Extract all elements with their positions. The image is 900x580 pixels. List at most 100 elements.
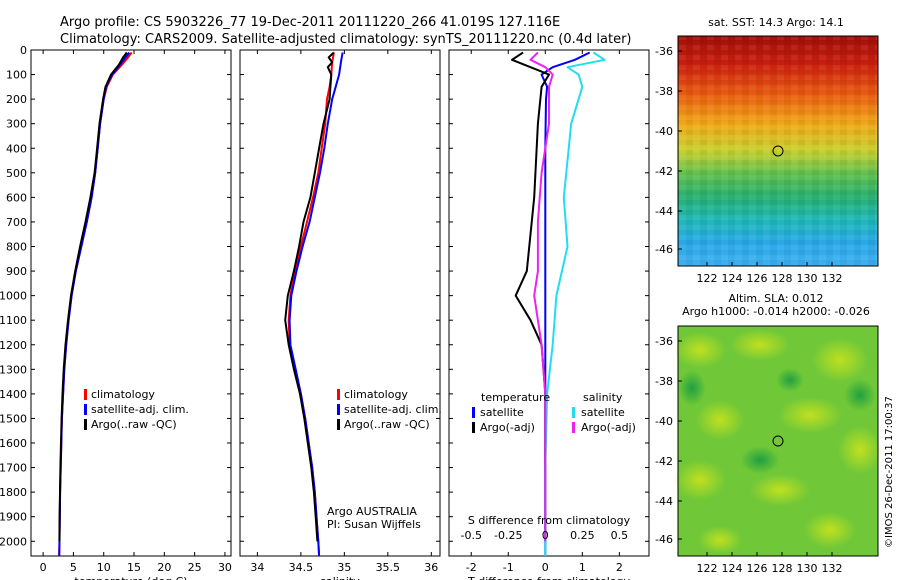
map-y-tick-label: -46 bbox=[655, 533, 673, 546]
y-tick-label: 800 bbox=[6, 241, 27, 254]
y-tick-label: 1200 bbox=[0, 339, 27, 352]
argo-annotation: PI: Susan Wijffels bbox=[327, 518, 421, 531]
map-y-tick-label: -40 bbox=[655, 415, 673, 428]
x-axis-label: temperature (deg C) bbox=[74, 575, 187, 580]
y-tick-label: 400 bbox=[6, 142, 27, 155]
plot-frame bbox=[30, 49, 232, 557]
sst-argo-marker bbox=[772, 145, 784, 157]
y-tick-label: 500 bbox=[6, 167, 27, 180]
y-tick-label: 700 bbox=[6, 216, 27, 229]
map-y-tick-label: -36 bbox=[655, 45, 673, 58]
y-tick-label: 1600 bbox=[0, 437, 27, 450]
map-x-tick-label: 126 bbox=[747, 562, 768, 575]
x-tick-top-label: -0.5 bbox=[460, 529, 481, 542]
map-y-tick-label: -42 bbox=[655, 165, 673, 178]
x-tick-label: 2 bbox=[616, 561, 623, 574]
sst-map-frame bbox=[677, 35, 879, 267]
map-x-tick-label: 124 bbox=[722, 562, 743, 575]
x-tick-label: 34.5 bbox=[289, 561, 314, 574]
header-line1: Argo profile: CS 5903226_77 19-Dec-2011 … bbox=[60, 15, 560, 30]
plot-frame bbox=[239, 49, 441, 557]
x-axis-label: salinity bbox=[320, 575, 360, 580]
sst-map-panel: sat. SST: 14.3 Argo: 14.1 122 124 126 128 13… bbox=[655, 16, 879, 285]
x-axis-label-top: S difference from climatology bbox=[468, 514, 631, 527]
plot-frame bbox=[448, 49, 650, 557]
map-y-tick-label: -36 bbox=[655, 335, 673, 348]
map-x-tick-label: 128 bbox=[772, 562, 793, 575]
legend-swatch bbox=[337, 389, 340, 400]
salinity-panel: 34 34.5 35 35.5 36 salinity climatology satelli… bbox=[239, 49, 442, 580]
series-line-s-satellite bbox=[544, 51, 606, 556]
series-line-argo-raw-qc- bbox=[284, 51, 335, 542]
header-line2: Climatology: CARS2009. Satellite-adjuste… bbox=[60, 32, 632, 47]
x-tick-label: 25 bbox=[188, 561, 202, 574]
x-tick-label: 0 bbox=[542, 561, 549, 574]
y-tick-label: 0 bbox=[20, 44, 27, 57]
map-x-tick-label: 122 bbox=[697, 272, 718, 285]
sst-map-title: sat. SST: 14.3 Argo: 14.1 bbox=[708, 16, 844, 29]
x-tick-label: 35 bbox=[337, 561, 351, 574]
x-tick-label: 20 bbox=[157, 561, 171, 574]
y-tick-label: 1400 bbox=[0, 388, 27, 401]
legend-swatch bbox=[572, 407, 575, 418]
difference-panel: -2 -1 0 1 2T difference from climatology -0.5… bbox=[448, 49, 650, 580]
x-axis-label: T difference from climatology bbox=[467, 575, 630, 580]
map-x-tick-label: 130 bbox=[797, 562, 818, 575]
legend-label: satellite-adj. clim. bbox=[91, 403, 189, 416]
y-tick-label: 100 bbox=[6, 69, 27, 82]
temperature-panel: 0 5 10 15 20 25 300100200300400500600700800900… bbox=[0, 44, 232, 580]
y-tick-label: 1300 bbox=[0, 363, 27, 376]
sla-map-frame bbox=[677, 325, 879, 557]
map-x-tick-label: 124 bbox=[722, 272, 743, 285]
y-tick-label: 1800 bbox=[0, 486, 27, 499]
legend-label: Argo(..raw -QC) bbox=[344, 418, 430, 431]
legend-label: climatology bbox=[344, 388, 408, 401]
y-tick-label: 1000 bbox=[0, 290, 27, 303]
map-y-tick-label: -40 bbox=[655, 125, 673, 138]
map-x-tick-label: 132 bbox=[822, 562, 843, 575]
map-y-tick-label: -44 bbox=[655, 205, 673, 218]
y-tick-label: 900 bbox=[6, 265, 27, 278]
legend-label: Argo(..raw -QC) bbox=[91, 418, 177, 431]
legend-label: satellite bbox=[581, 406, 625, 419]
x-tick-top-label: -0.25 bbox=[494, 529, 522, 542]
x-tick-label: 15 bbox=[127, 561, 141, 574]
y-tick-label: 600 bbox=[6, 191, 27, 204]
x-tick-top-label: 0.5 bbox=[611, 529, 629, 542]
y-tick-label: 2000 bbox=[0, 535, 27, 548]
y-tick-label: 1700 bbox=[0, 462, 27, 475]
sla-map-blobs bbox=[674, 329, 882, 554]
x-tick-label: 1 bbox=[579, 561, 586, 574]
y-tick-label: 1500 bbox=[0, 412, 27, 425]
legend-label: Argo(-adj) bbox=[581, 421, 636, 434]
series-line-argo-raw-qc- bbox=[58, 51, 128, 542]
legend-label: satellite bbox=[480, 406, 524, 419]
map-x-tick-label: 122 bbox=[697, 562, 718, 575]
legend-label: satellite-adj. clim. bbox=[344, 403, 442, 416]
sla-map-panel: Altim. SLA: 0.012 Argo h1000: -0.014 h20… bbox=[655, 292, 882, 575]
x-tick-label: 10 bbox=[97, 561, 111, 574]
x-tick-label: 5 bbox=[70, 561, 77, 574]
map-y-tick-label: -42 bbox=[655, 455, 673, 468]
sla-argo-marker bbox=[772, 435, 784, 447]
x-tick-top-label: 0 bbox=[542, 529, 549, 542]
x-tick-label: 35.5 bbox=[376, 561, 401, 574]
y-tick-label: 1900 bbox=[0, 511, 27, 524]
series-line-s-argo-adj- bbox=[529, 51, 554, 542]
map-y-tick-label: -38 bbox=[655, 85, 673, 98]
series-line-t-satellite bbox=[540, 51, 591, 556]
y-tick-label: 200 bbox=[6, 93, 27, 106]
map-y-tick-label: -46 bbox=[655, 243, 673, 256]
legend-swatch bbox=[472, 407, 475, 418]
sla-map-subtitle: Argo h1000: -0.014 h2000: -0.026 bbox=[682, 305, 870, 318]
y-tick-label: 300 bbox=[6, 118, 27, 131]
legend-swatch bbox=[84, 389, 87, 400]
legend-swatch bbox=[337, 419, 340, 430]
x-tick-label: -1 bbox=[503, 561, 514, 574]
y-tick-label: 1100 bbox=[0, 314, 27, 327]
imos-watermark: ©IMOS 26-Dec-2011 17:00:37 bbox=[884, 396, 895, 548]
legend-swatch bbox=[472, 422, 475, 433]
legend-title-salinity: salinity bbox=[583, 391, 623, 404]
legend-swatch bbox=[572, 422, 575, 433]
